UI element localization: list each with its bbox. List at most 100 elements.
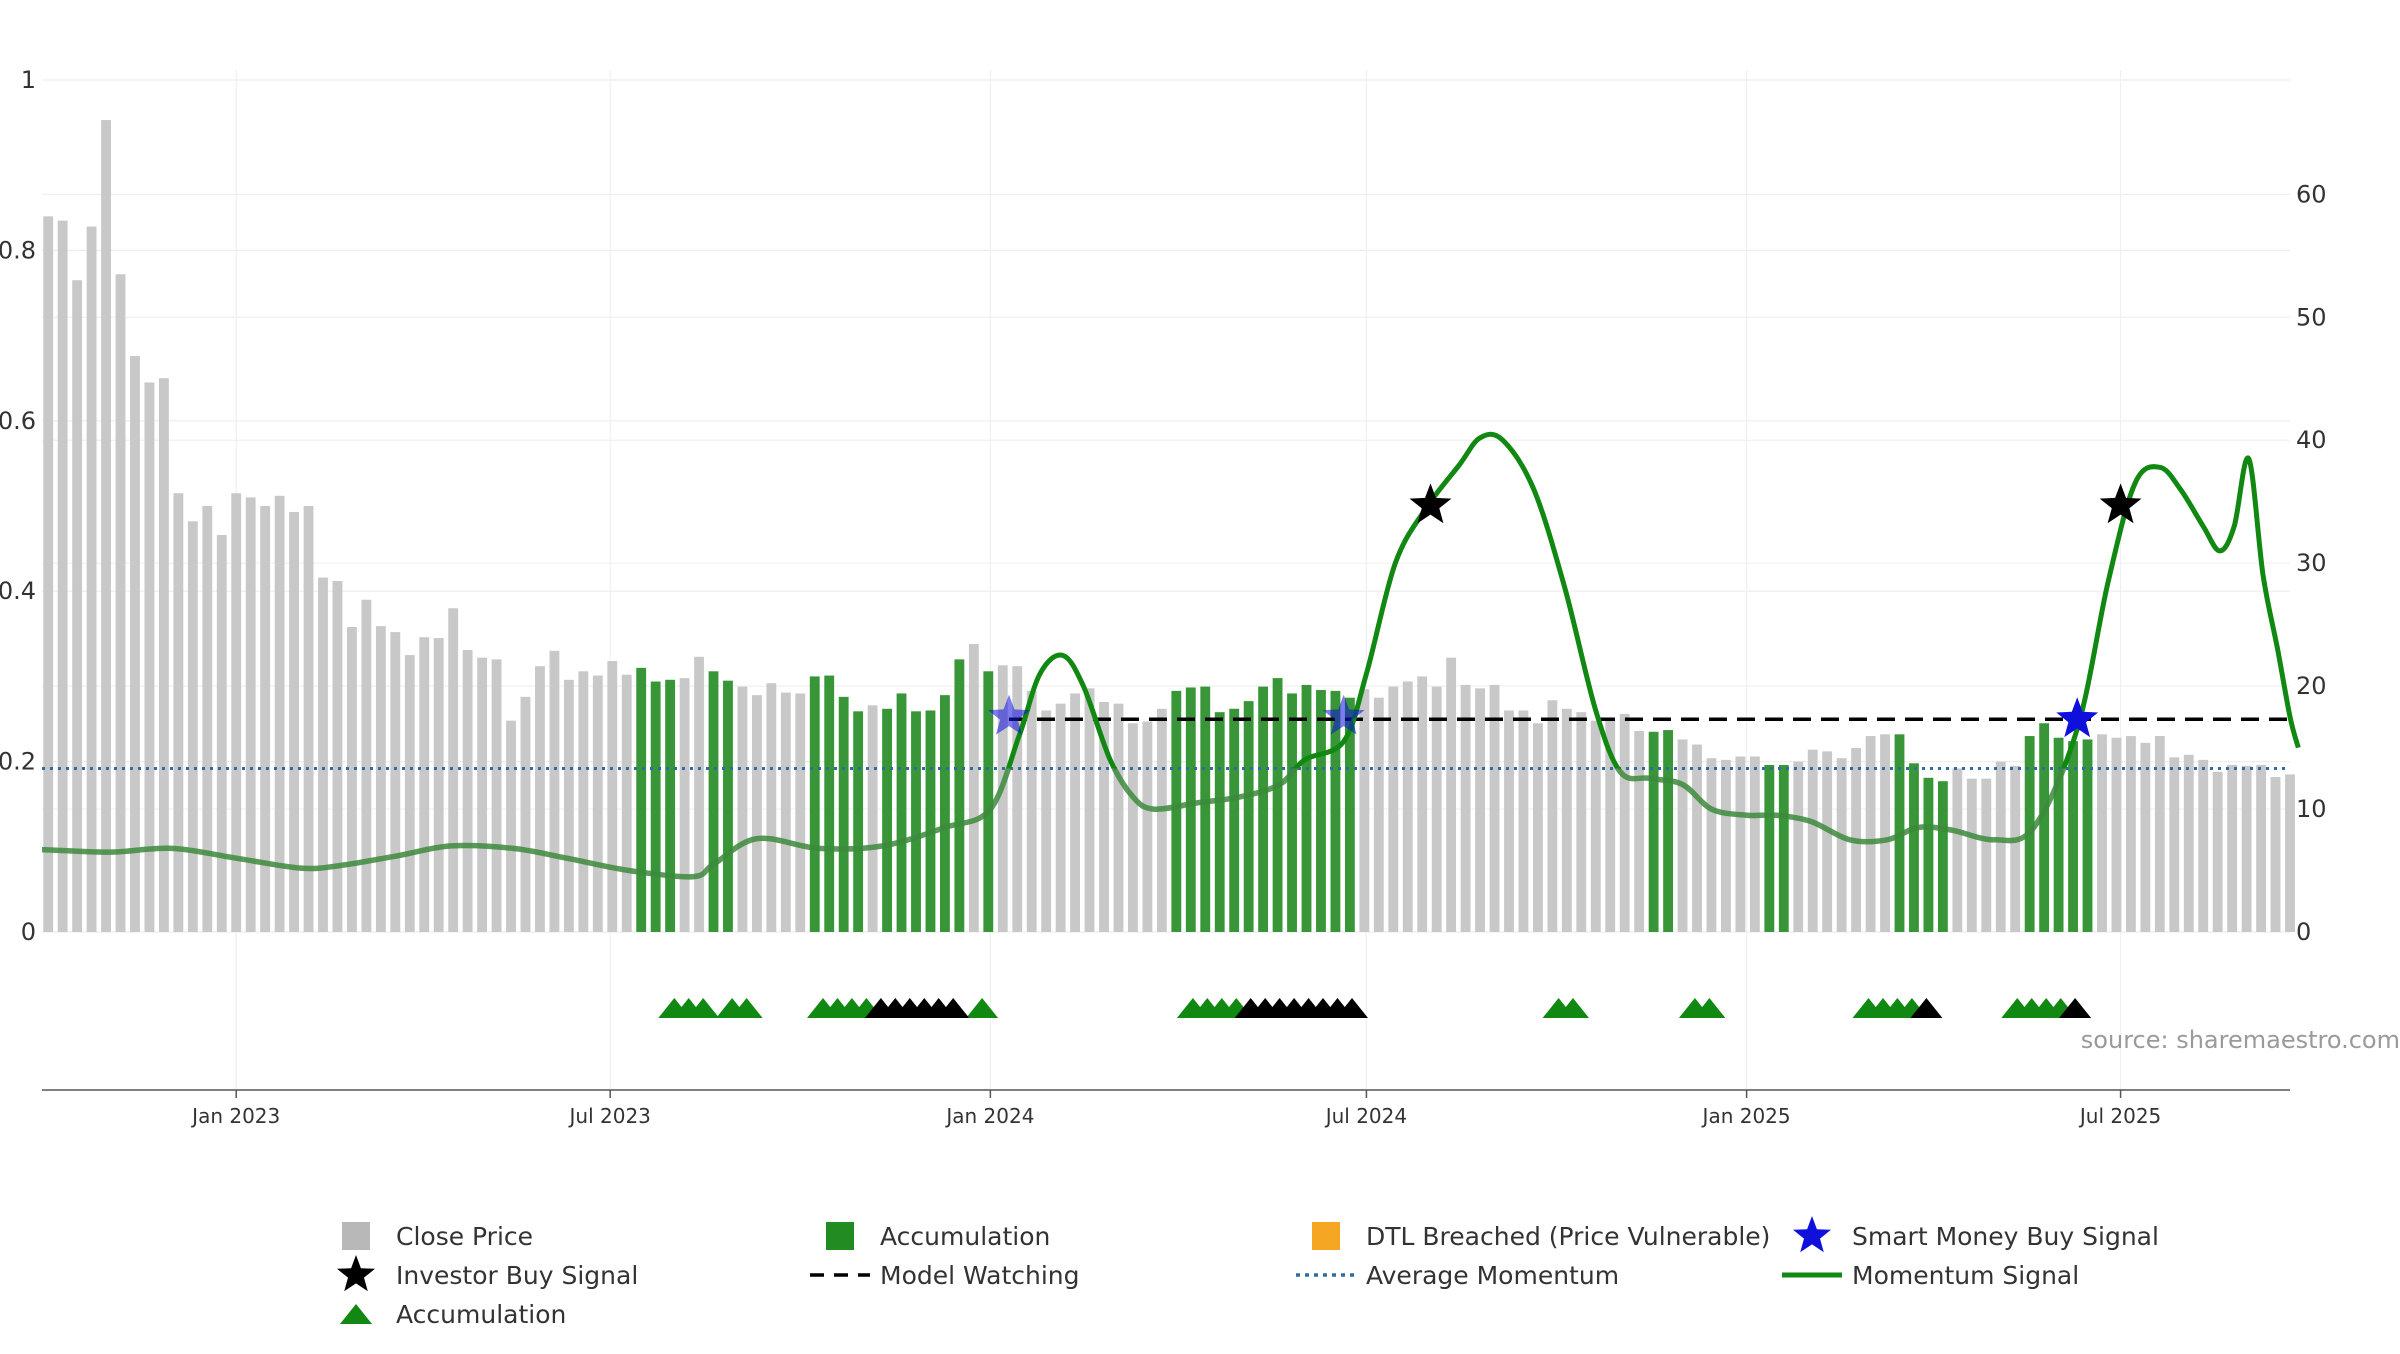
accumulation-marker-black <box>2059 998 2092 1018</box>
price-bar <box>1012 666 1023 932</box>
accumulation-marker <box>1557 998 1589 1018</box>
accumulation-bar <box>1764 765 1775 932</box>
price-bar <box>1489 684 1500 932</box>
y-left-tick-label: 0 <box>21 918 36 946</box>
accumulation-bar <box>723 680 733 932</box>
legend-label: Investor Buy Signal <box>396 1261 638 1290</box>
price-bar <box>1605 720 1616 932</box>
momentum-signal-line <box>1005 431 2301 769</box>
price-bar <box>274 495 285 932</box>
price-bar <box>390 632 401 932</box>
price-bar <box>1402 681 1413 932</box>
price-bar <box>1836 758 1847 932</box>
price-bar <box>2140 742 2151 932</box>
price-bar <box>1446 657 1457 932</box>
accumulation-bar <box>1229 708 1240 932</box>
x-tick-label: Jan 2023 <box>190 1104 280 1128</box>
accumulation-bar <box>2082 739 2093 932</box>
legend-label: Accumulation <box>880 1222 1050 1251</box>
price-bar <box>795 693 806 932</box>
price-bar <box>1749 756 1760 932</box>
x-tick-label: Jan 2024 <box>944 1104 1034 1128</box>
price-bar <box>57 220 68 932</box>
price-bar <box>1807 749 1818 932</box>
accumulation-bar <box>1200 686 1211 932</box>
price-bar <box>216 534 227 932</box>
accumulation-bar <box>1214 712 1225 932</box>
accumulation-bar <box>2068 741 2078 932</box>
legend-item: Accumulation <box>340 1300 566 1329</box>
price-bar <box>202 506 213 932</box>
accumulation-bar <box>1344 697 1355 932</box>
legend-item: Average Momentum <box>1296 1261 1619 1290</box>
investor-buy-marker <box>2099 483 2142 524</box>
price-bar <box>1113 703 1124 932</box>
price-bar <box>2198 759 2209 932</box>
price-bar <box>1431 686 1442 932</box>
price-bar <box>187 521 198 932</box>
price-bar <box>2111 737 2122 932</box>
accumulation-bar <box>1778 765 1789 932</box>
price-bar <box>607 661 618 932</box>
accumulation-bar <box>650 681 661 932</box>
price-bar <box>621 674 632 932</box>
price-bar <box>1634 730 1645 932</box>
price-bar <box>419 637 430 932</box>
price-bar <box>72 280 83 933</box>
accumulation-bar <box>1258 686 1269 932</box>
price-bar <box>679 678 690 932</box>
y-left-tick-label: 0.8 <box>0 236 36 264</box>
accumulation-bar <box>1243 701 1254 932</box>
price-bar <box>1084 688 1095 932</box>
price-bar <box>43 216 54 932</box>
price-bar <box>1793 761 1804 932</box>
price-bar <box>115 274 126 932</box>
accumulation-bar <box>809 676 820 932</box>
legend-label: Accumulation <box>396 1300 566 1329</box>
legend-item: Investor Buy Signal <box>337 1255 638 1292</box>
signal-markers <box>658 483 2142 1018</box>
y-left-tick-label: 0.2 <box>0 748 36 776</box>
price-bar <box>1547 700 1558 932</box>
price-bar <box>144 382 155 933</box>
legend-swatch <box>1312 1222 1340 1250</box>
price-bar <box>867 705 878 932</box>
price-bar <box>737 686 748 932</box>
price-bar <box>2154 736 2165 932</box>
price-bar <box>563 679 574 932</box>
y-right-tick-label: 10 <box>2296 795 2327 823</box>
price-bar <box>2125 736 2136 932</box>
accumulation-bar <box>1663 730 1673 932</box>
legend-label: Close Price <box>396 1222 533 1251</box>
price-bar <box>318 577 328 932</box>
price-bar <box>1880 734 1890 932</box>
price-bar <box>1706 758 1717 932</box>
price-bar <box>1026 690 1037 932</box>
price-bar <box>1822 751 1833 932</box>
accumulation-bar <box>1171 690 1182 932</box>
investor-buy-marker <box>1409 483 1452 524</box>
accumulation-marker <box>687 998 720 1018</box>
price-bar <box>751 695 762 932</box>
price-bar <box>2212 771 2223 932</box>
accumulation-bar <box>1185 687 1196 932</box>
price-bar <box>2183 754 2194 932</box>
price-bar <box>592 675 603 932</box>
price-bar <box>1504 710 1514 932</box>
price-bar <box>1359 689 1370 932</box>
y-left-tick-label: 0.6 <box>0 407 36 435</box>
price-bar <box>491 659 502 932</box>
price-bar <box>2285 774 2295 932</box>
accumulation-marker <box>966 998 999 1018</box>
price-bar <box>1070 693 1081 932</box>
accumulation-bar <box>1287 693 1297 932</box>
legend-star <box>1793 1216 1831 1253</box>
price-bar <box>477 657 488 932</box>
price-bar <box>2241 765 2252 932</box>
price-bar <box>549 650 560 932</box>
accumulation-marker <box>730 998 763 1018</box>
price-bar <box>1142 721 1153 932</box>
accumulation-bar <box>708 671 719 932</box>
